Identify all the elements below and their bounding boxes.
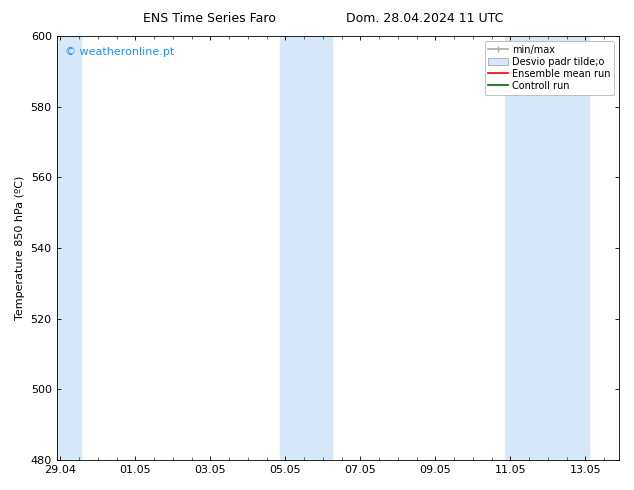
Bar: [280, 36, 332, 460]
Text: ENS Time Series Faro: ENS Time Series Faro: [143, 12, 276, 25]
Y-axis label: Temperature 850 hPa (ºC): Temperature 850 hPa (ºC): [15, 176, 25, 320]
Legend: min/max, Desvio padr tilde;o, Ensemble mean run, Controll run: min/max, Desvio padr tilde;o, Ensemble m…: [484, 41, 614, 95]
Bar: [505, 36, 589, 460]
Text: © weatheronline.pt: © weatheronline.pt: [65, 47, 174, 57]
Text: Dom. 28.04.2024 11 UTC: Dom. 28.04.2024 11 UTC: [346, 12, 503, 25]
Bar: [56, 36, 81, 460]
